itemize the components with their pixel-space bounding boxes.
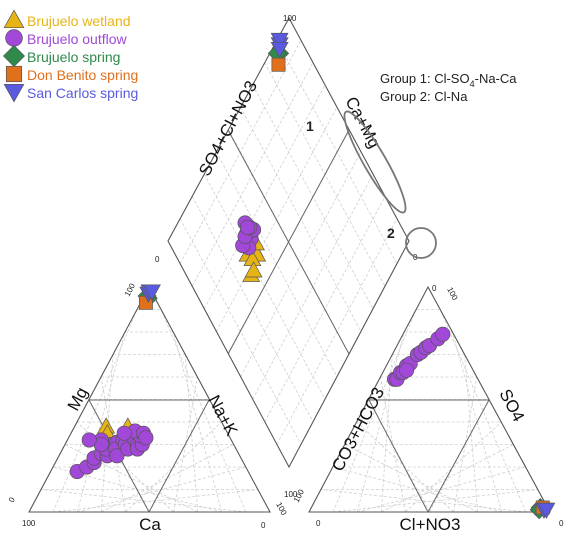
group-2-description: Group 2: Cl-Na <box>380 89 468 104</box>
brujuelo-spring-legend-marker <box>3 45 25 67</box>
axis-label-ca-mg: Ca+Mg <box>341 94 384 152</box>
grid-line <box>464 354 479 513</box>
tick-cation-left-side: 0 <box>7 495 17 504</box>
axis-label-cl-no3: Cl+NO3 <box>400 515 461 534</box>
grid-line <box>53 489 258 513</box>
brujuelo-outflow-cation-point <box>116 425 132 441</box>
legend: Brujuelo wetland Brujuelo outflow Brujuelo… <box>3 9 138 103</box>
group-2-number: 2 <box>387 225 395 241</box>
brujuelo-wetland-legend-label: Brujuelo wetland <box>27 13 131 29</box>
anion-inner-triangle <box>368 399 490 514</box>
grid-line <box>356 421 454 513</box>
diamond-frame <box>167 16 410 469</box>
axis-label-na-k: Na+K <box>204 392 241 439</box>
don-benito-spring-legend-label: Don Benito spring <box>27 67 138 83</box>
brujuelo-outflow-anion-point <box>399 362 415 378</box>
tick-anion-top: 0 <box>432 284 437 293</box>
data-points <box>69 32 556 520</box>
group-1-number: 1 <box>306 118 314 134</box>
grid-line <box>76 331 126 513</box>
tick-cation-top: 100 <box>123 281 137 297</box>
brujuelo-outflow-legend-label: Brujuelo outflow <box>27 31 128 47</box>
grid-line <box>160 309 247 513</box>
grid-line <box>380 376 406 513</box>
grid-line <box>100 354 114 513</box>
tick-cation-left-bottom: 100 <box>22 519 36 528</box>
san-carlos-spring-legend-marker <box>3 83 25 103</box>
grid-line <box>356 331 405 513</box>
axis-label-mg: Mg <box>64 384 92 414</box>
grid-line <box>453 376 478 513</box>
san-carlos-spring-diamond-point <box>270 41 289 59</box>
san-carlos-spring-legend-label: San Carlos spring <box>27 85 138 101</box>
brujuelo-spring-legend-label: Brujuelo spring <box>27 49 120 65</box>
grid-line <box>184 354 199 513</box>
grid-line <box>439 309 527 513</box>
brujuelo-outflow-cation-point <box>109 448 125 464</box>
grid-line <box>344 444 478 513</box>
axis-label-so4-cl-no3: SO4+Cl+NO3 <box>195 78 261 180</box>
don-benito-spring-legend-marker <box>5 65 23 83</box>
don-benito-spring-diamond-point <box>271 57 286 72</box>
tick-anion-right-bottom: 0 <box>559 519 564 528</box>
brujuelo-outflow-diamond-point <box>239 219 256 235</box>
group-1-description: Group 1: Cl-SO4-Na-Ca <box>380 71 517 89</box>
tick-cation-right-side: 100 <box>274 501 288 517</box>
tick-cation-right-bottom: 0 <box>261 521 266 530</box>
tick-diamond-left: 0 <box>155 255 160 264</box>
tick-diamond-bottom: 100 <box>284 490 298 499</box>
brujuelo-wetland-legend-marker <box>3 9 25 29</box>
brujuelo-outflow-cation-point <box>138 430 154 446</box>
group-1-ellipse <box>343 110 407 214</box>
grid-line <box>52 309 138 513</box>
grid-line <box>100 376 126 513</box>
diagram-frames <box>28 16 551 514</box>
grid-line <box>332 466 502 513</box>
brujuelo-outflow-cation-point <box>81 432 97 448</box>
san-carlos-spring-diamond-point <box>270 32 289 49</box>
brujuelo-wetland-diamond-point <box>244 261 263 278</box>
diamond-inner-line-2 <box>227 129 350 355</box>
san-carlos-spring-cation-point <box>142 284 161 301</box>
grid-line <box>173 376 198 513</box>
grid-line <box>172 331 223 513</box>
tick-diamond-top: 100 <box>283 14 297 23</box>
grid-line <box>381 444 514 513</box>
san-carlos-spring-anion-point <box>537 502 556 519</box>
grid-line <box>332 309 417 513</box>
tick-anion-right-side: 100 <box>445 286 459 302</box>
grid-line <box>179 218 302 445</box>
axis-label-so4: SO4 <box>495 386 528 425</box>
axis-label-ca: Ca <box>139 515 161 534</box>
brujuelo-outflow-anion-point <box>435 326 451 342</box>
brujuelo-outflow-legend-marker <box>5 29 23 47</box>
group-2-circle <box>405 227 437 259</box>
tick-anion-left-bottom: 0 <box>316 519 321 528</box>
grid-line <box>452 331 503 513</box>
grid-line <box>40 489 246 513</box>
grid-line <box>320 489 526 513</box>
